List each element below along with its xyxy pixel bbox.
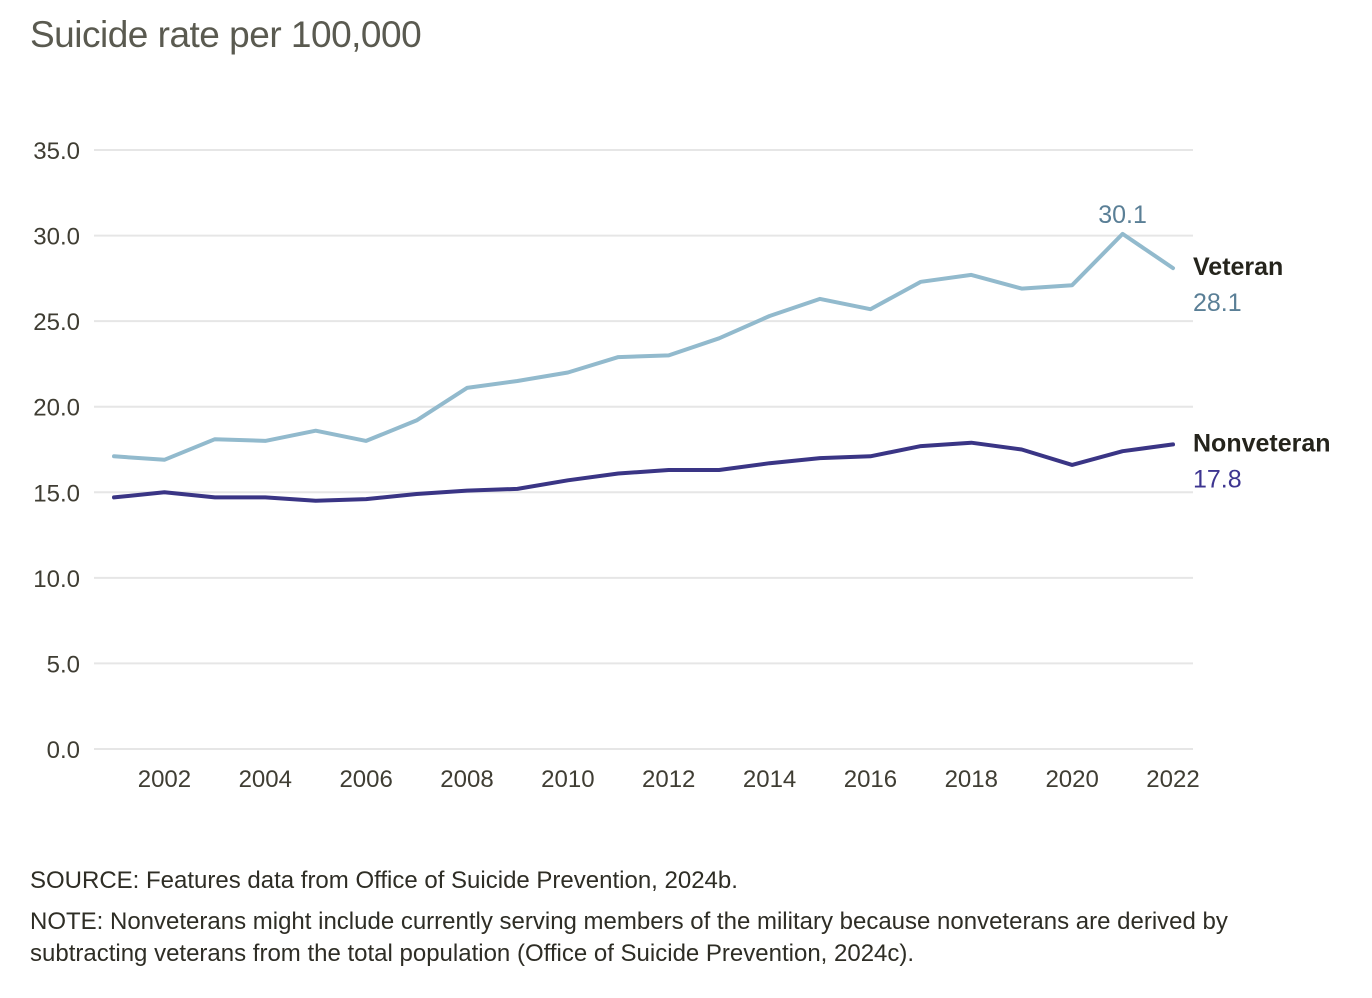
series-name-nonveteran: Nonveteran xyxy=(1193,429,1331,457)
peak-value-label: 30.1 xyxy=(1098,201,1147,229)
y-tick-label: 5.0 xyxy=(47,651,80,678)
x-tick-label: 2008 xyxy=(440,766,493,793)
x-tick-label: 2022 xyxy=(1146,766,1199,793)
y-tick-label: 35.0 xyxy=(33,138,80,165)
x-tick-label: 2014 xyxy=(743,766,796,793)
x-tick-label: 2016 xyxy=(844,766,897,793)
y-axis-ticks: 0.0 5.0 10.0 15.0 20.0 25.0 30.0 35.0 xyxy=(33,138,80,764)
series-end-value-veteran: 28.1 xyxy=(1193,289,1242,317)
series-lines xyxy=(112,231,1175,503)
x-tick-label: 2004 xyxy=(239,766,292,793)
y-tick-label: 10.0 xyxy=(33,566,80,593)
source-note: SOURCE: Features data from Office of Sui… xyxy=(30,867,738,894)
y-tick-label: 30.0 xyxy=(33,224,80,251)
chart-title: Suicide rate per 100,000 xyxy=(30,14,422,55)
series-line-veteran xyxy=(112,231,1175,462)
series-line-nonveteran xyxy=(112,440,1175,503)
note-text: NOTE: Nonveterans might include currentl… xyxy=(30,908,1228,967)
y-tick-label: 20.0 xyxy=(33,395,80,422)
gridlines xyxy=(94,149,1193,750)
x-tick-label: 2020 xyxy=(1045,766,1098,793)
x-tick-label: 2002 xyxy=(138,766,191,793)
x-tick-label: 2006 xyxy=(339,766,392,793)
series-labels: Veteran 28.1 30.1 Nonveteran 17.8 xyxy=(1098,201,1330,494)
series-end-value-nonveteran: 17.8 xyxy=(1193,465,1242,493)
x-tick-label: 2018 xyxy=(945,766,998,793)
y-tick-label: 25.0 xyxy=(33,309,80,336)
x-tick-label: 2012 xyxy=(642,766,695,793)
series-name-veteran: Veteran xyxy=(1193,253,1283,281)
y-tick-label: 15.0 xyxy=(33,480,80,507)
y-tick-label: 0.0 xyxy=(47,737,80,764)
line-chart: 0.05.010.015.020.025.030.035.0 2002 2004 2… xyxy=(33,138,1330,793)
x-axis-ticks: 2002 2004 2006 2008 2010 2012 2014 2016 2018 2020… xyxy=(138,766,1200,793)
x-tick-label: 2010 xyxy=(541,766,594,793)
